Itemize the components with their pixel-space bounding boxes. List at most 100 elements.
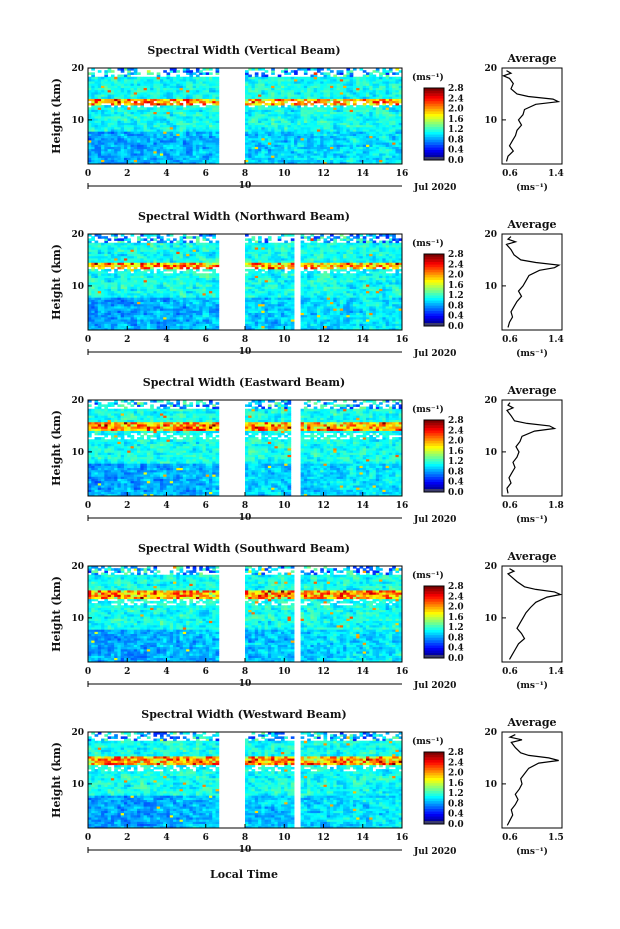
colorbar-step xyxy=(424,91,444,94)
heatmap-cell xyxy=(137,236,141,239)
heatmap-cell xyxy=(124,236,128,239)
heatmap-cell xyxy=(278,107,282,110)
heatmap-cell xyxy=(160,271,164,274)
heatmap-cell xyxy=(317,77,321,80)
heatmap-cell xyxy=(248,103,252,106)
heatmap-cell xyxy=(294,77,298,80)
heatmap-cell xyxy=(297,77,301,80)
heatmap-cell xyxy=(216,77,220,80)
heatmap-cell xyxy=(137,77,141,80)
heatmap-cell xyxy=(114,243,118,246)
heatmap-cell xyxy=(314,72,318,75)
heatmap-cell xyxy=(88,269,92,272)
colorbar-step xyxy=(424,124,444,127)
heatmap-cell xyxy=(137,269,141,272)
heatmap-cell xyxy=(88,107,92,110)
heatmap-cell xyxy=(95,269,99,272)
heatmap-cell xyxy=(324,107,328,110)
colorbar-step xyxy=(424,106,444,109)
heatmap-cell xyxy=(101,243,105,246)
heatmap-cell xyxy=(202,72,206,75)
heatmap-cell xyxy=(288,72,292,75)
heatmap-cell xyxy=(180,103,184,106)
heatmap-cell xyxy=(258,77,262,80)
heatmap-cell xyxy=(144,107,148,110)
heatmap-cell xyxy=(320,77,324,80)
heatmap-cell xyxy=(88,103,92,106)
average-x-tick-label: 0.6 xyxy=(502,169,518,179)
heatmap-cell xyxy=(382,77,386,80)
heatmap-cell xyxy=(376,77,380,80)
heatmap-cell xyxy=(117,271,121,274)
heatmap-cell xyxy=(117,238,121,241)
heatmap-cell xyxy=(134,243,138,246)
heatmap-cell xyxy=(124,243,128,246)
colorbar-step xyxy=(424,96,444,99)
heatmap-cell xyxy=(91,72,95,75)
x-tick-label: 8 xyxy=(242,169,248,179)
heatmap-cell xyxy=(121,238,125,241)
colorbar-tick-label: 2.0 xyxy=(448,105,464,115)
heatmap-cell xyxy=(144,243,148,246)
heatmap-cell xyxy=(160,77,164,80)
heatmap-cell xyxy=(131,269,135,272)
colorbar-step xyxy=(424,139,444,142)
heatmap-cell xyxy=(150,72,154,75)
heatmap-cell xyxy=(134,77,138,80)
heatmap-cell xyxy=(111,243,115,246)
x-tick-label: 10 xyxy=(278,169,291,179)
heatmap-cell xyxy=(167,273,171,276)
colorbar-step xyxy=(424,103,444,106)
heatmap-cell xyxy=(245,70,249,73)
heatmap-cell xyxy=(183,241,187,244)
heatmap-cell xyxy=(176,241,180,244)
y-tick-label: 10 xyxy=(71,116,84,126)
heatmap-cell xyxy=(153,77,157,80)
heatmap-cell xyxy=(366,105,370,108)
heatmap-cell xyxy=(330,107,334,110)
heatmap-cell xyxy=(324,72,328,75)
heatmap-cell xyxy=(170,77,174,80)
heatmap-cell xyxy=(281,70,285,73)
heatmap-cell xyxy=(104,70,108,73)
heatmap-cell xyxy=(281,77,285,80)
heatmap-cell xyxy=(163,77,167,80)
heatmap-cell xyxy=(274,103,278,106)
colorbar-step xyxy=(424,137,444,140)
heatmap-cell xyxy=(356,105,360,108)
heatmap-cell xyxy=(95,77,99,80)
heatmap-cell xyxy=(392,72,396,75)
heatmap-cell xyxy=(144,77,148,80)
heatmap-cell xyxy=(131,77,135,80)
heatmap-cell xyxy=(284,77,288,80)
heatmap-cell xyxy=(359,105,363,108)
heatmap-cell xyxy=(199,107,203,110)
colorbar-step xyxy=(424,132,444,135)
heatmap-cell xyxy=(189,269,193,272)
heatmap-cell xyxy=(386,105,390,108)
colorbar-step xyxy=(424,98,444,101)
heatmap-cell xyxy=(140,243,144,246)
colorbar-step xyxy=(424,121,444,124)
y-axis-label: Height (km) xyxy=(50,78,63,154)
heatmap-cell xyxy=(108,273,112,276)
heatmap-cell xyxy=(157,241,161,244)
colorbar-step xyxy=(424,114,444,117)
heatmap-cell xyxy=(88,238,92,241)
heatmap-cell xyxy=(196,105,200,108)
heatmap-cell xyxy=(202,107,206,110)
heatmap-cell xyxy=(373,107,377,110)
colorbar-step xyxy=(424,150,444,153)
heatmap-cell xyxy=(91,243,95,246)
heatmap-cell xyxy=(327,72,331,75)
heatmap-cell xyxy=(167,72,171,75)
heatmap-cell xyxy=(108,105,112,108)
heatmap-cell xyxy=(153,243,157,246)
heatmap-cell xyxy=(268,103,272,106)
x-tick-label: 2 xyxy=(124,169,130,179)
colorbar-step xyxy=(424,129,444,132)
heatmap-cell xyxy=(108,238,112,241)
heatmap-cell xyxy=(124,75,128,78)
heatmap-cell xyxy=(356,77,360,80)
average-x-tick-label: 1.4 xyxy=(548,169,564,179)
